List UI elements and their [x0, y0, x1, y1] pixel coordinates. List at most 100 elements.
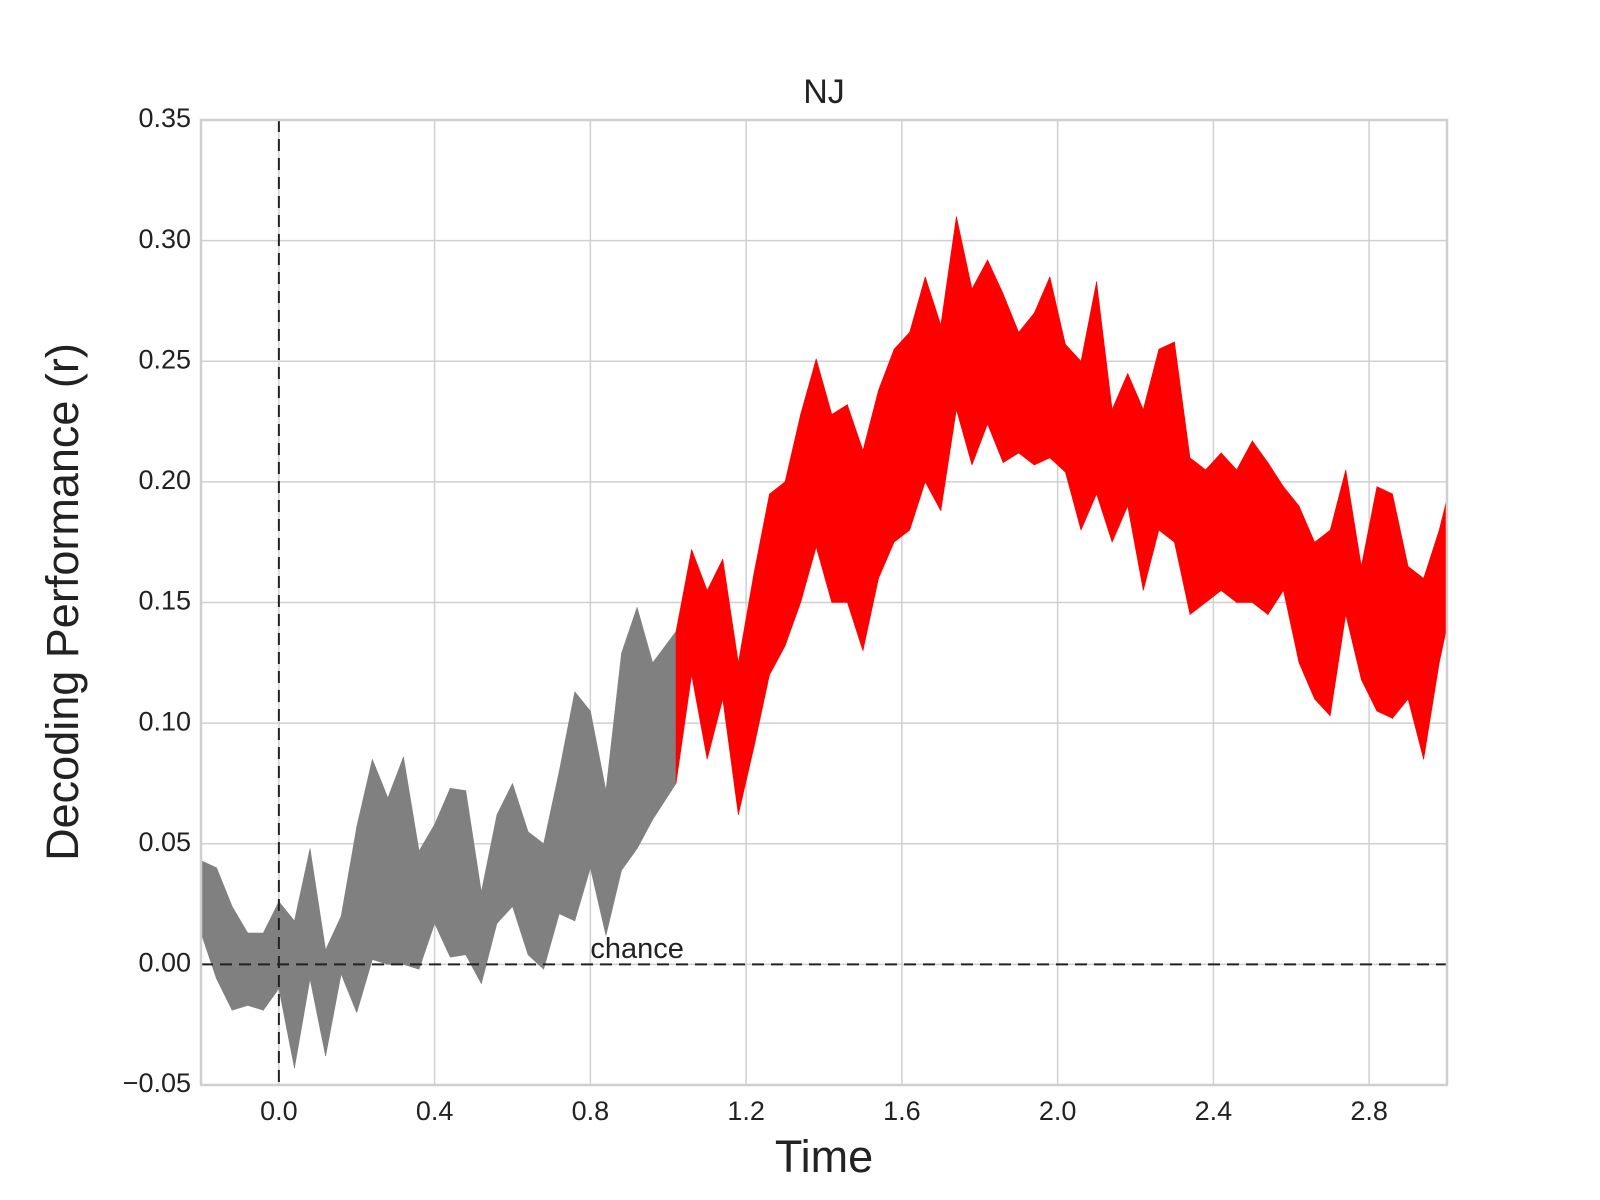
y-tick-label: 0.05: [138, 827, 191, 857]
y-tick-label: 0.35: [138, 103, 191, 133]
x-tick-label: 0.4: [416, 1096, 454, 1126]
band-segment: [1220, 452, 1238, 604]
x-axis-label: Time: [775, 1131, 873, 1182]
band-segment: [1096, 281, 1113, 543]
y-tick-label: 0.20: [138, 465, 191, 495]
band-segment: [675, 549, 692, 784]
band-segment: [1345, 469, 1362, 680]
annotation: chance: [590, 933, 684, 965]
y-tick-label: −0.05: [123, 1068, 191, 1098]
band-segment: [1376, 486, 1393, 719]
band-segment: [1252, 439, 1269, 616]
band-segment: [1080, 281, 1097, 531]
band-segment: [558, 691, 576, 922]
band-segment: [465, 790, 482, 984]
band-segment: [1142, 349, 1160, 591]
band-segment: [216, 867, 233, 1011]
band-segment: [325, 915, 342, 1057]
band-segment: [356, 759, 373, 1013]
band-segment: [652, 630, 677, 821]
x-tick-label: 2.0: [1039, 1096, 1077, 1126]
band-segment: [691, 549, 708, 760]
x-tick-label: 0.8: [572, 1096, 610, 1126]
band-segment: [527, 831, 544, 970]
band-segment: [909, 276, 926, 531]
y-tick-label: 0.00: [138, 948, 191, 978]
band-segment: [496, 783, 513, 925]
band-segment: [1314, 529, 1331, 717]
y-tick-label: 0.25: [138, 344, 191, 374]
band-segment: [706, 558, 724, 760]
y-tick-label: 0.10: [138, 706, 191, 736]
band-segment: [372, 759, 389, 965]
band-segment: [1127, 373, 1144, 591]
band-segment: [987, 259, 1004, 463]
band-segment: [231, 905, 249, 1011]
band-segment: [847, 404, 864, 651]
band-segment: [1236, 440, 1253, 603]
band-segment: [449, 787, 467, 958]
band-segment: [1018, 312, 1035, 466]
band-segment: [1033, 276, 1051, 466]
band-segment: [1392, 493, 1409, 720]
band-segment: [1407, 565, 1424, 760]
band-segment: [971, 259, 988, 466]
band-segment: [1065, 343, 1082, 531]
band-segment: [590, 711, 607, 936]
band-segment: [1111, 373, 1129, 543]
x-tick-label: 1.2: [727, 1096, 765, 1126]
band-segment: [621, 607, 638, 872]
band-segment: [387, 756, 404, 965]
band-segment: [418, 823, 435, 970]
y-tick-label: 0.30: [138, 224, 191, 254]
band-segment: [543, 771, 560, 970]
band-segment: [403, 756, 420, 970]
band-segment: [434, 788, 451, 958]
band-segment: [878, 349, 895, 579]
band-segment: [1329, 469, 1347, 716]
band-segment: [1298, 505, 1315, 700]
band-segment: [247, 932, 264, 1011]
band-segment: [800, 358, 817, 603]
band-segment: [1205, 452, 1222, 604]
band-segment: [940, 216, 957, 511]
band-segment: [1174, 341, 1191, 615]
band-segment: [294, 848, 311, 1069]
plot-frame: [199, 118, 1449, 1087]
band-segment: [769, 481, 786, 676]
chart-title: NJ: [803, 73, 845, 111]
band-segment: [862, 390, 879, 651]
band-segment: [1189, 457, 1206, 616]
band-segment: [278, 900, 295, 1069]
band-segment: [893, 331, 910, 543]
band-segment: [784, 414, 801, 647]
y-axis-label: Decoding Performance (r): [37, 343, 88, 861]
x-tick-label: 1.6: [883, 1096, 921, 1126]
band-segment: [262, 901, 280, 1012]
x-tick-label: 2.4: [1195, 1096, 1233, 1126]
band-segment: [512, 783, 529, 955]
band-segment: [636, 607, 653, 849]
x-tick-label: 0.0: [260, 1096, 298, 1126]
band-segment: [924, 276, 942, 511]
band-segment: [309, 848, 326, 1057]
y-tick-label: 0.15: [138, 586, 191, 616]
band-segment: [753, 493, 770, 748]
band-segment: [1158, 341, 1175, 543]
band-segment: [481, 814, 498, 984]
band-segment: [1423, 530, 1440, 760]
band-segment: [574, 690, 591, 922]
band-segment: [340, 826, 358, 1013]
band-segment: [200, 860, 217, 979]
band-segment: [1283, 485, 1300, 663]
band-segment: [1267, 461, 1284, 616]
band-segment: [956, 216, 973, 466]
band-segment: [815, 358, 833, 603]
band-segment: [1002, 293, 1019, 464]
x-tick-label: 2.8: [1350, 1096, 1388, 1126]
band-segment: [831, 404, 848, 603]
band-segment: [722, 559, 739, 815]
band-segment: [605, 653, 622, 936]
